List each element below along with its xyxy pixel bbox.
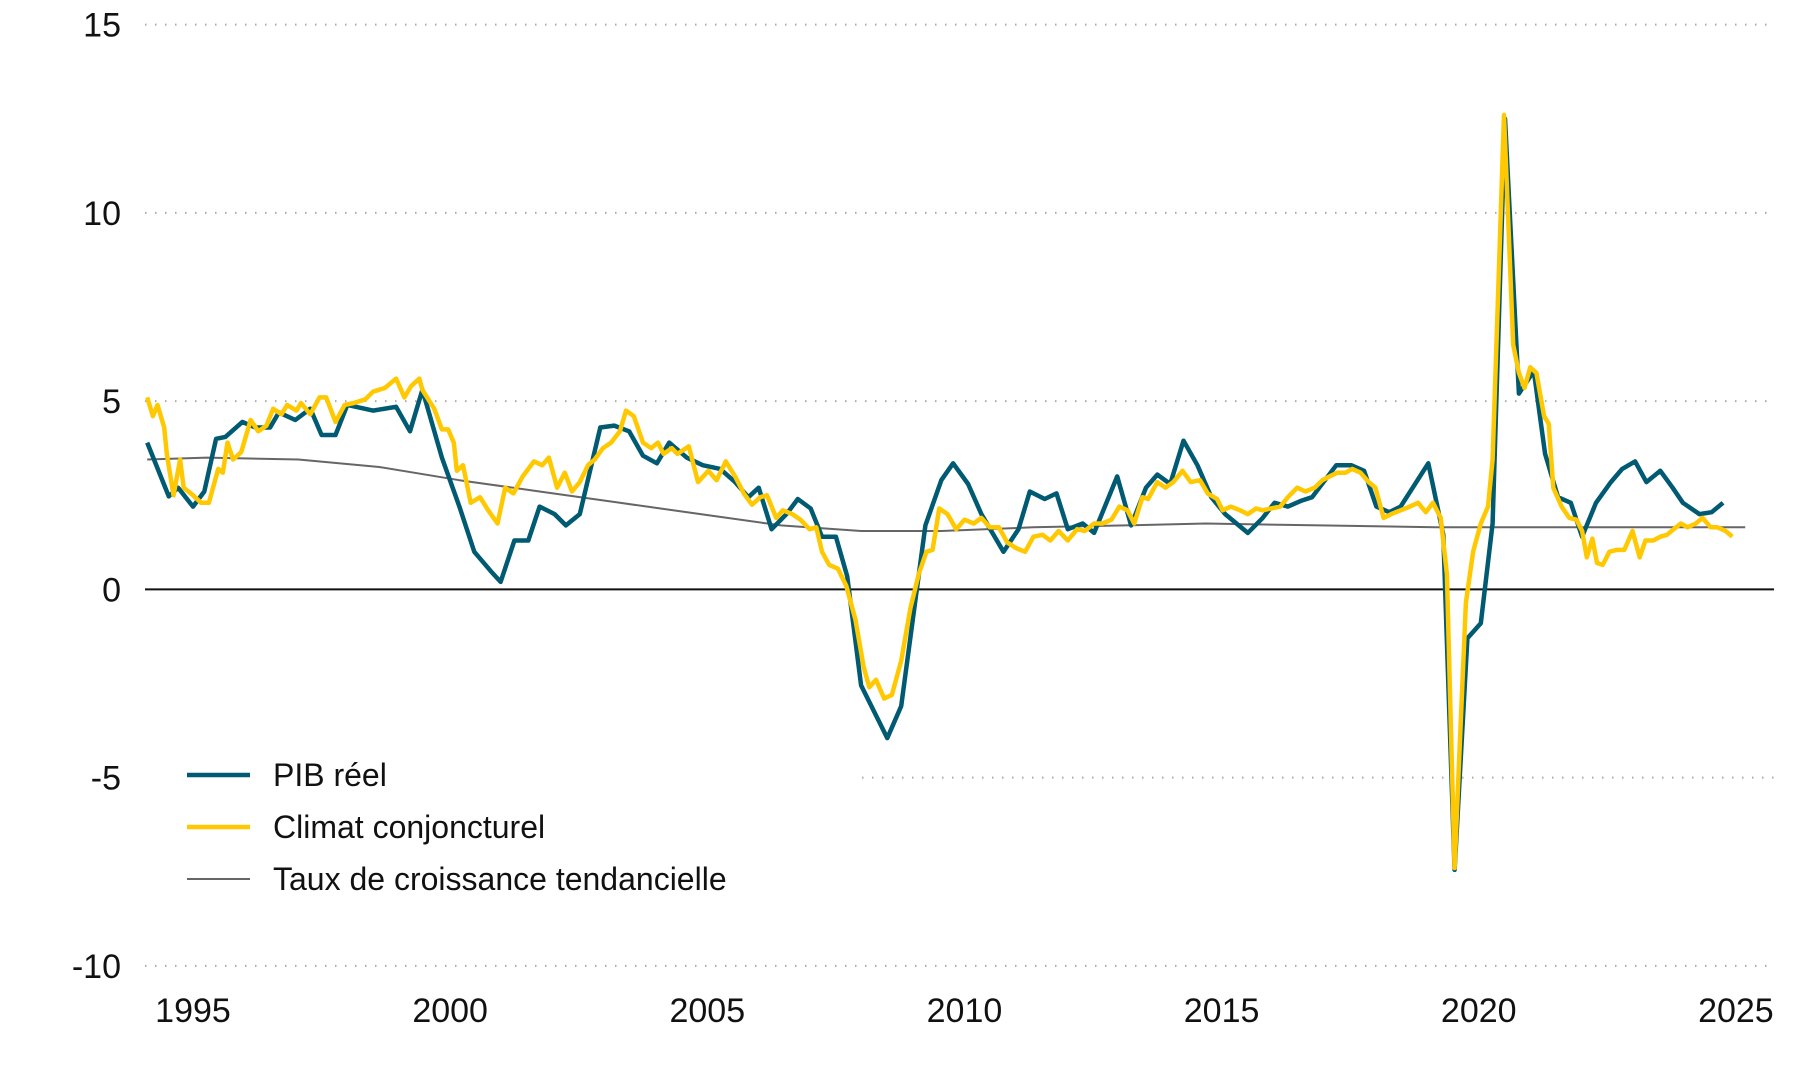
- y-tick-label: 10: [83, 195, 121, 233]
- x-tick-label: 2005: [669, 992, 745, 1030]
- series-line-2: [147, 456, 1746, 532]
- x-tick-label: 1995: [155, 992, 231, 1030]
- series-line-0: [145, 116, 1725, 873]
- x-tick-label: 2000: [412, 992, 488, 1030]
- y-tick-label: 15: [83, 7, 121, 45]
- y-tick-label: 5: [102, 383, 121, 421]
- series-lines: [145, 112, 1746, 873]
- x-tick-label: 2015: [1184, 992, 1260, 1030]
- legend-item: Climat conjoncturel: [187, 809, 545, 845]
- x-axis-tick-labels: 1995 2000 2005 2010 2015 2020 2025: [155, 992, 1774, 1030]
- legend: PIB réel Climat conjoncturel Taux de crois…: [187, 757, 727, 897]
- legend-label: Taux de croissance tendancielle: [273, 861, 727, 897]
- legend-label: Climat conjoncturel: [273, 809, 545, 845]
- gridlines: [145, 23, 1774, 967]
- y-axis-tick-labels: 15 10 5 0 -5 -10: [72, 7, 121, 986]
- legend-label: PIB réel: [273, 757, 387, 793]
- x-tick-label: 2025: [1698, 992, 1774, 1030]
- series-line-1: [145, 112, 1734, 871]
- legend-item: PIB réel: [187, 757, 387, 793]
- legend-item: Taux de croissance tendancielle: [187, 861, 727, 897]
- y-tick-label: -10: [72, 948, 121, 986]
- y-tick-label: 0: [102, 571, 121, 609]
- y-tick-label: -5: [91, 760, 121, 798]
- x-tick-label: 2010: [927, 992, 1003, 1030]
- x-tick-label: 2020: [1441, 992, 1517, 1030]
